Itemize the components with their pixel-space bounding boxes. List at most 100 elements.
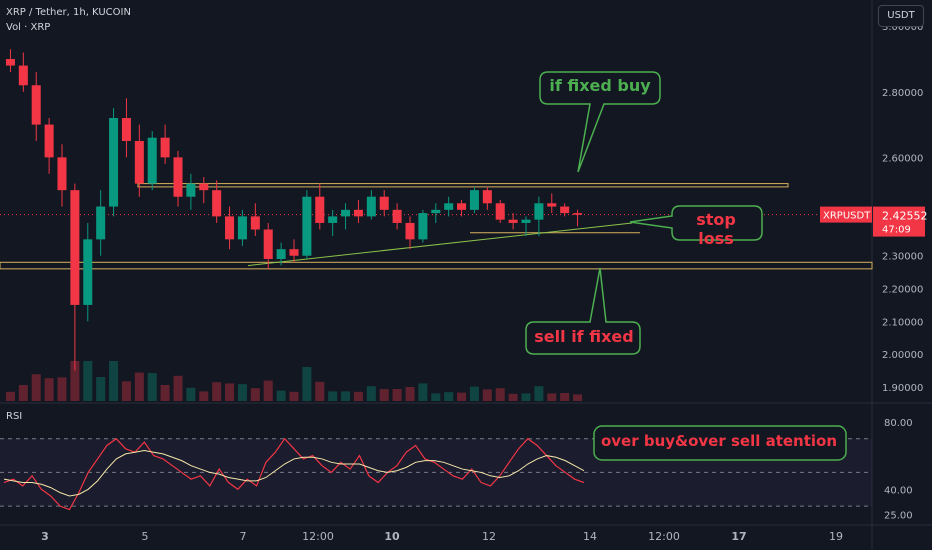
- volume-bar: [534, 386, 544, 401]
- candle-body: [134, 140, 144, 184]
- volume-bar: [366, 386, 376, 401]
- axes: 3.00000 2.80000 2.60000 2.30000 2.20000 2.100…: [41, 22, 927, 543]
- volume-bar: [44, 378, 54, 401]
- time-tick-label: 17: [731, 530, 746, 543]
- volume-bar: [482, 389, 492, 401]
- volume-bars: [5, 361, 583, 401]
- candle-body: [482, 190, 492, 204]
- volume-bar: [392, 389, 402, 401]
- price-tick-label: 2.00000: [882, 350, 923, 361]
- price-countdown: 47:09: [882, 225, 911, 236]
- candle-body: [70, 190, 80, 305]
- time-tick-label: 12:00: [648, 530, 680, 543]
- time-tick-label: 12: [482, 530, 496, 543]
- candle-body: [96, 206, 106, 240]
- candle-body: [83, 239, 93, 305]
- volume-bar: [121, 381, 131, 401]
- volume-bar: [147, 373, 157, 401]
- candle-body: [121, 118, 131, 141]
- candle-body: [495, 203, 505, 220]
- candle-body: [457, 203, 467, 210]
- volume-bar: [160, 385, 170, 401]
- callout-stop-loss: [629, 205, 763, 241]
- annotation-fixed-buy: if fixed buy: [549, 76, 651, 95]
- volume-bar: [328, 391, 338, 401]
- candle-body: [225, 216, 235, 240]
- price-tick-label: 2.30000: [882, 252, 923, 263]
- candle-body: [44, 124, 54, 158]
- trend-line: [247, 222, 633, 267]
- volume-bar: [495, 388, 505, 401]
- last-price-tag: [873, 206, 925, 237]
- price-tick-label: 2.60000: [882, 153, 923, 164]
- rsi-tick-label: 25.00: [884, 511, 913, 522]
- rsi-ma-line: [3, 450, 585, 497]
- candle-body: [160, 137, 170, 158]
- time-tick-label: 12:00: [302, 530, 334, 543]
- candle-body: [392, 209, 402, 223]
- candle-body: [328, 216, 338, 223]
- candle-body: [31, 85, 41, 125]
- candle-body: [302, 196, 312, 256]
- candle-body: [186, 183, 196, 197]
- annotation-sell-fixed: sell if fixed: [534, 327, 634, 346]
- candles: [5, 49, 583, 371]
- rsi-label: RSI: [6, 411, 22, 422]
- volume-bar: [5, 391, 15, 401]
- volume-bar: [315, 381, 325, 401]
- volume-bar: [237, 384, 247, 401]
- candle-body: [573, 213, 583, 215]
- last-price-value: 2.42552: [882, 210, 928, 223]
- candle-body: [315, 196, 325, 223]
- candle-body: [250, 216, 260, 230]
- candle-body: [5, 59, 15, 66]
- candle-body: [521, 219, 531, 223]
- last-price-symbol: XRPUSDT: [823, 211, 871, 222]
- volume-bar: [57, 377, 67, 401]
- time-tick-label: 10: [384, 530, 400, 543]
- candle-body: [18, 65, 28, 86]
- candle-body: [418, 213, 428, 240]
- volume-bar: [379, 389, 389, 401]
- volume-bar: [573, 394, 583, 401]
- rsi-line: [3, 437, 585, 511]
- resistance-zone: [137, 183, 789, 188]
- rsi-tick-label: 80.00: [884, 418, 913, 429]
- currency-button[interactable]: USDT: [878, 5, 924, 27]
- candle-body: [289, 249, 299, 256]
- time-tick-label: 19: [829, 530, 843, 543]
- candle-body: [212, 190, 222, 217]
- callout-rsi-note: [593, 425, 847, 461]
- volume-bar: [508, 393, 518, 401]
- time-tick-label: 14: [583, 530, 597, 543]
- candle-body: [560, 206, 570, 214]
- volume-bar: [96, 377, 106, 401]
- candle-body: [199, 183, 209, 191]
- volume-bar: [431, 393, 441, 401]
- volume-bar: [457, 392, 467, 401]
- candle-body: [147, 137, 157, 184]
- time-tick-label: 3: [41, 530, 49, 543]
- candle-body: [341, 209, 351, 217]
- volume-bar: [405, 387, 415, 401]
- candle-body: [469, 190, 479, 210]
- annotation-stop-loss: stop loss: [696, 210, 736, 248]
- volume-bar: [199, 391, 209, 401]
- candle-body: [173, 157, 183, 197]
- candle-body: [431, 209, 441, 214]
- price-tick-label: 2.10000: [882, 317, 923, 328]
- candle-body: [237, 216, 247, 240]
- volume-bar: [173, 375, 183, 401]
- volume-bar: [225, 383, 235, 401]
- price-tick-label: 1.90000: [882, 383, 923, 394]
- support-zone: [0, 261, 873, 270]
- volume-bar: [70, 361, 80, 401]
- candle-body: [508, 219, 518, 223]
- candle-body: [379, 196, 389, 210]
- volume-bar: [276, 390, 286, 401]
- time-tick-label: 5: [142, 530, 149, 543]
- candle-body: [547, 203, 557, 207]
- volume-bar: [302, 367, 312, 401]
